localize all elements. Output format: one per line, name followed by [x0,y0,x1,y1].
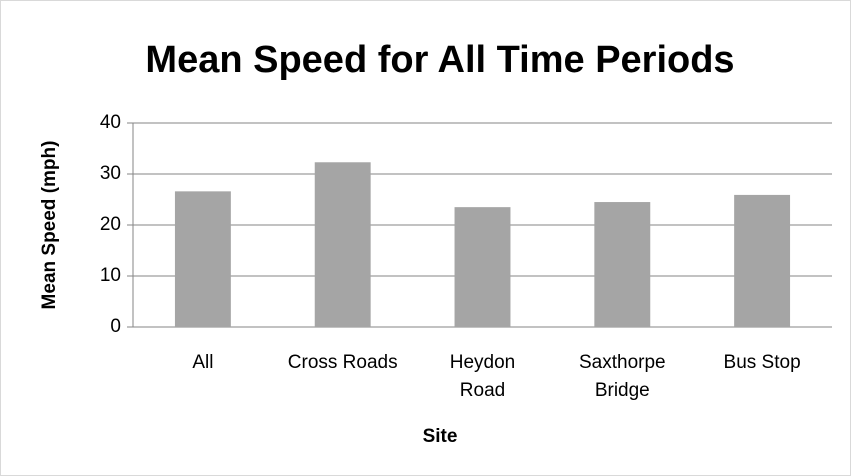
y-tick-label: 10 [100,265,121,286]
x-tick-label: Cross Roads [287,352,398,373]
y-tick-label: 40 [100,112,121,133]
bar [734,194,791,327]
x-tick-label: Saxthorpe Bridge [578,352,666,401]
x-axis-label: Site [423,426,458,447]
y-tick-label: 20 [100,214,121,235]
y-axis-label: Mean Speed (mph) [39,141,60,310]
x-tick-label: Heydon Road [449,352,516,401]
bar [174,191,231,327]
bar [454,207,511,327]
chart-title: Mean Speed for All Time Periods [145,39,734,81]
bar [314,162,371,327]
y-tick-label: 0 [110,316,121,337]
x-tick-label: All [192,352,214,373]
bar [594,202,651,327]
x-tick-label: Bus Stop [723,352,801,373]
y-tick-label: 30 [100,163,121,184]
